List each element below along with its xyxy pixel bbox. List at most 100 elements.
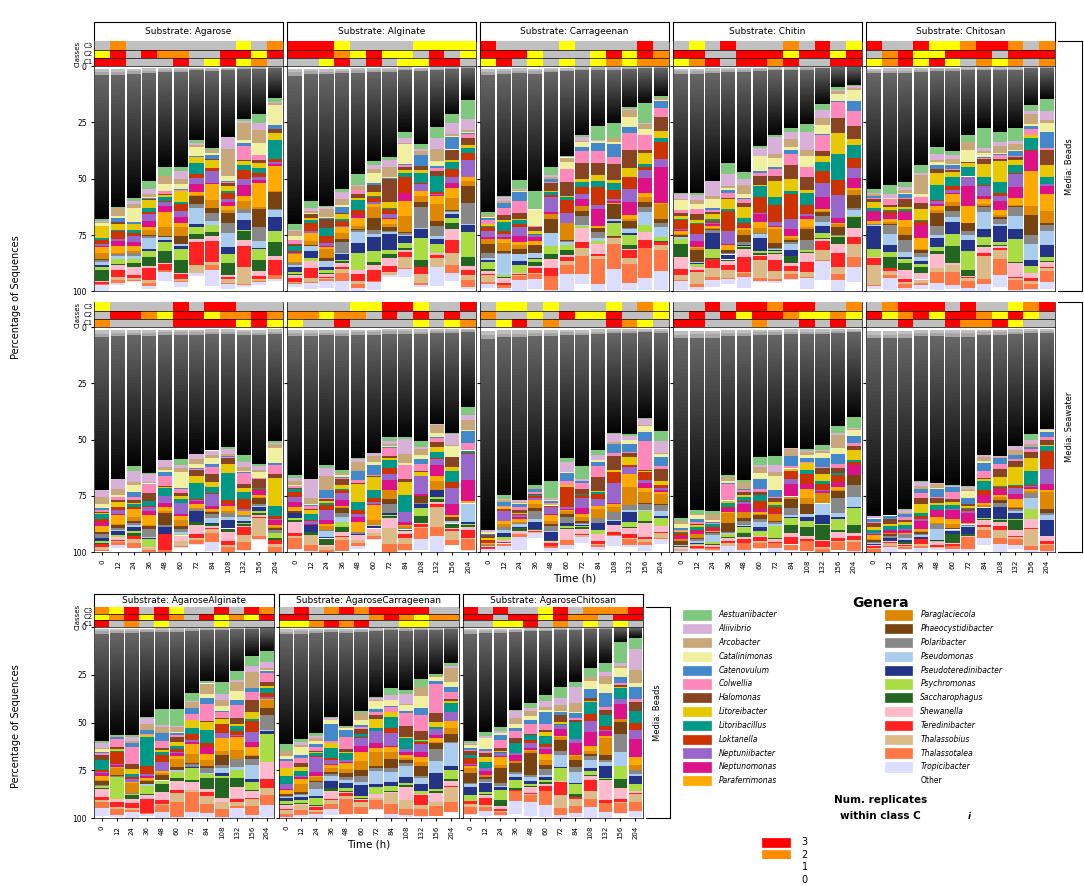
Bar xyxy=(654,414,668,416)
Bar xyxy=(383,480,397,490)
Bar xyxy=(1008,112,1022,113)
Bar xyxy=(429,644,442,645)
Bar xyxy=(614,688,627,699)
Bar xyxy=(170,750,183,751)
Bar xyxy=(304,385,318,388)
Bar xyxy=(366,446,380,448)
Bar xyxy=(414,640,428,641)
Bar xyxy=(882,102,896,105)
Bar xyxy=(215,665,229,666)
Bar xyxy=(977,508,991,517)
Bar xyxy=(429,742,442,750)
Bar xyxy=(1008,439,1022,441)
Bar xyxy=(155,709,168,725)
Bar xyxy=(1040,372,1054,374)
Bar xyxy=(158,351,172,354)
Bar xyxy=(1040,366,1054,368)
Bar xyxy=(351,133,365,135)
Bar xyxy=(173,335,188,338)
Bar xyxy=(554,674,567,676)
Bar xyxy=(539,679,552,680)
Bar xyxy=(867,346,881,350)
Bar xyxy=(945,466,959,470)
Bar xyxy=(280,709,293,711)
Bar xyxy=(800,498,814,503)
Bar xyxy=(815,458,829,467)
Bar xyxy=(930,349,944,352)
Bar xyxy=(706,361,720,364)
Bar xyxy=(253,71,267,72)
Bar xyxy=(111,230,125,231)
Bar xyxy=(706,412,720,416)
Bar xyxy=(945,470,959,472)
Bar xyxy=(576,101,590,102)
Bar xyxy=(173,499,188,502)
Bar xyxy=(654,100,668,101)
Bar xyxy=(334,50,350,58)
Bar xyxy=(335,169,349,172)
Bar xyxy=(544,161,558,163)
Bar xyxy=(95,672,108,675)
Bar xyxy=(295,627,308,629)
Bar xyxy=(429,108,443,109)
Bar xyxy=(481,363,495,368)
Bar xyxy=(205,94,219,96)
Bar xyxy=(721,111,735,113)
Bar xyxy=(294,614,309,620)
Bar xyxy=(1008,81,1022,82)
Bar xyxy=(158,525,172,526)
Bar xyxy=(539,769,552,774)
Bar xyxy=(554,737,567,740)
Bar xyxy=(737,119,751,121)
Bar xyxy=(126,311,141,319)
Bar xyxy=(205,345,219,346)
Bar xyxy=(962,549,976,551)
Bar xyxy=(528,141,542,144)
Bar xyxy=(721,103,735,105)
Bar xyxy=(629,711,642,723)
Bar xyxy=(706,160,720,162)
Bar xyxy=(882,137,896,140)
Bar xyxy=(446,424,460,426)
Bar xyxy=(125,728,139,730)
Bar xyxy=(637,50,653,58)
Bar xyxy=(335,136,349,137)
Bar xyxy=(366,74,380,75)
Bar xyxy=(914,94,928,96)
Bar xyxy=(784,77,798,79)
Bar xyxy=(993,408,1007,409)
Bar xyxy=(591,509,605,518)
Bar xyxy=(446,382,460,384)
Bar xyxy=(945,78,959,80)
Bar xyxy=(706,142,720,144)
Bar xyxy=(769,407,783,409)
Bar xyxy=(95,734,108,736)
Bar xyxy=(784,76,798,77)
Bar xyxy=(398,413,412,416)
Bar xyxy=(95,170,109,174)
Bar xyxy=(127,396,141,400)
Bar xyxy=(721,208,735,211)
Bar xyxy=(769,227,783,229)
Bar xyxy=(689,267,704,270)
Bar xyxy=(752,278,766,281)
Bar xyxy=(366,77,380,80)
Bar xyxy=(598,614,612,620)
Bar xyxy=(170,661,183,663)
Bar xyxy=(721,540,735,543)
Bar xyxy=(446,99,460,100)
Bar xyxy=(320,105,334,108)
Bar xyxy=(591,253,605,256)
Bar xyxy=(461,366,475,367)
Bar xyxy=(867,462,881,467)
Bar xyxy=(752,447,766,449)
Bar xyxy=(111,190,125,192)
Bar xyxy=(304,66,318,69)
Bar xyxy=(464,795,477,801)
Bar xyxy=(784,368,798,370)
Bar xyxy=(914,96,928,97)
Bar xyxy=(413,319,428,327)
Bar xyxy=(320,361,334,363)
Bar xyxy=(324,673,338,675)
Bar xyxy=(899,549,913,550)
